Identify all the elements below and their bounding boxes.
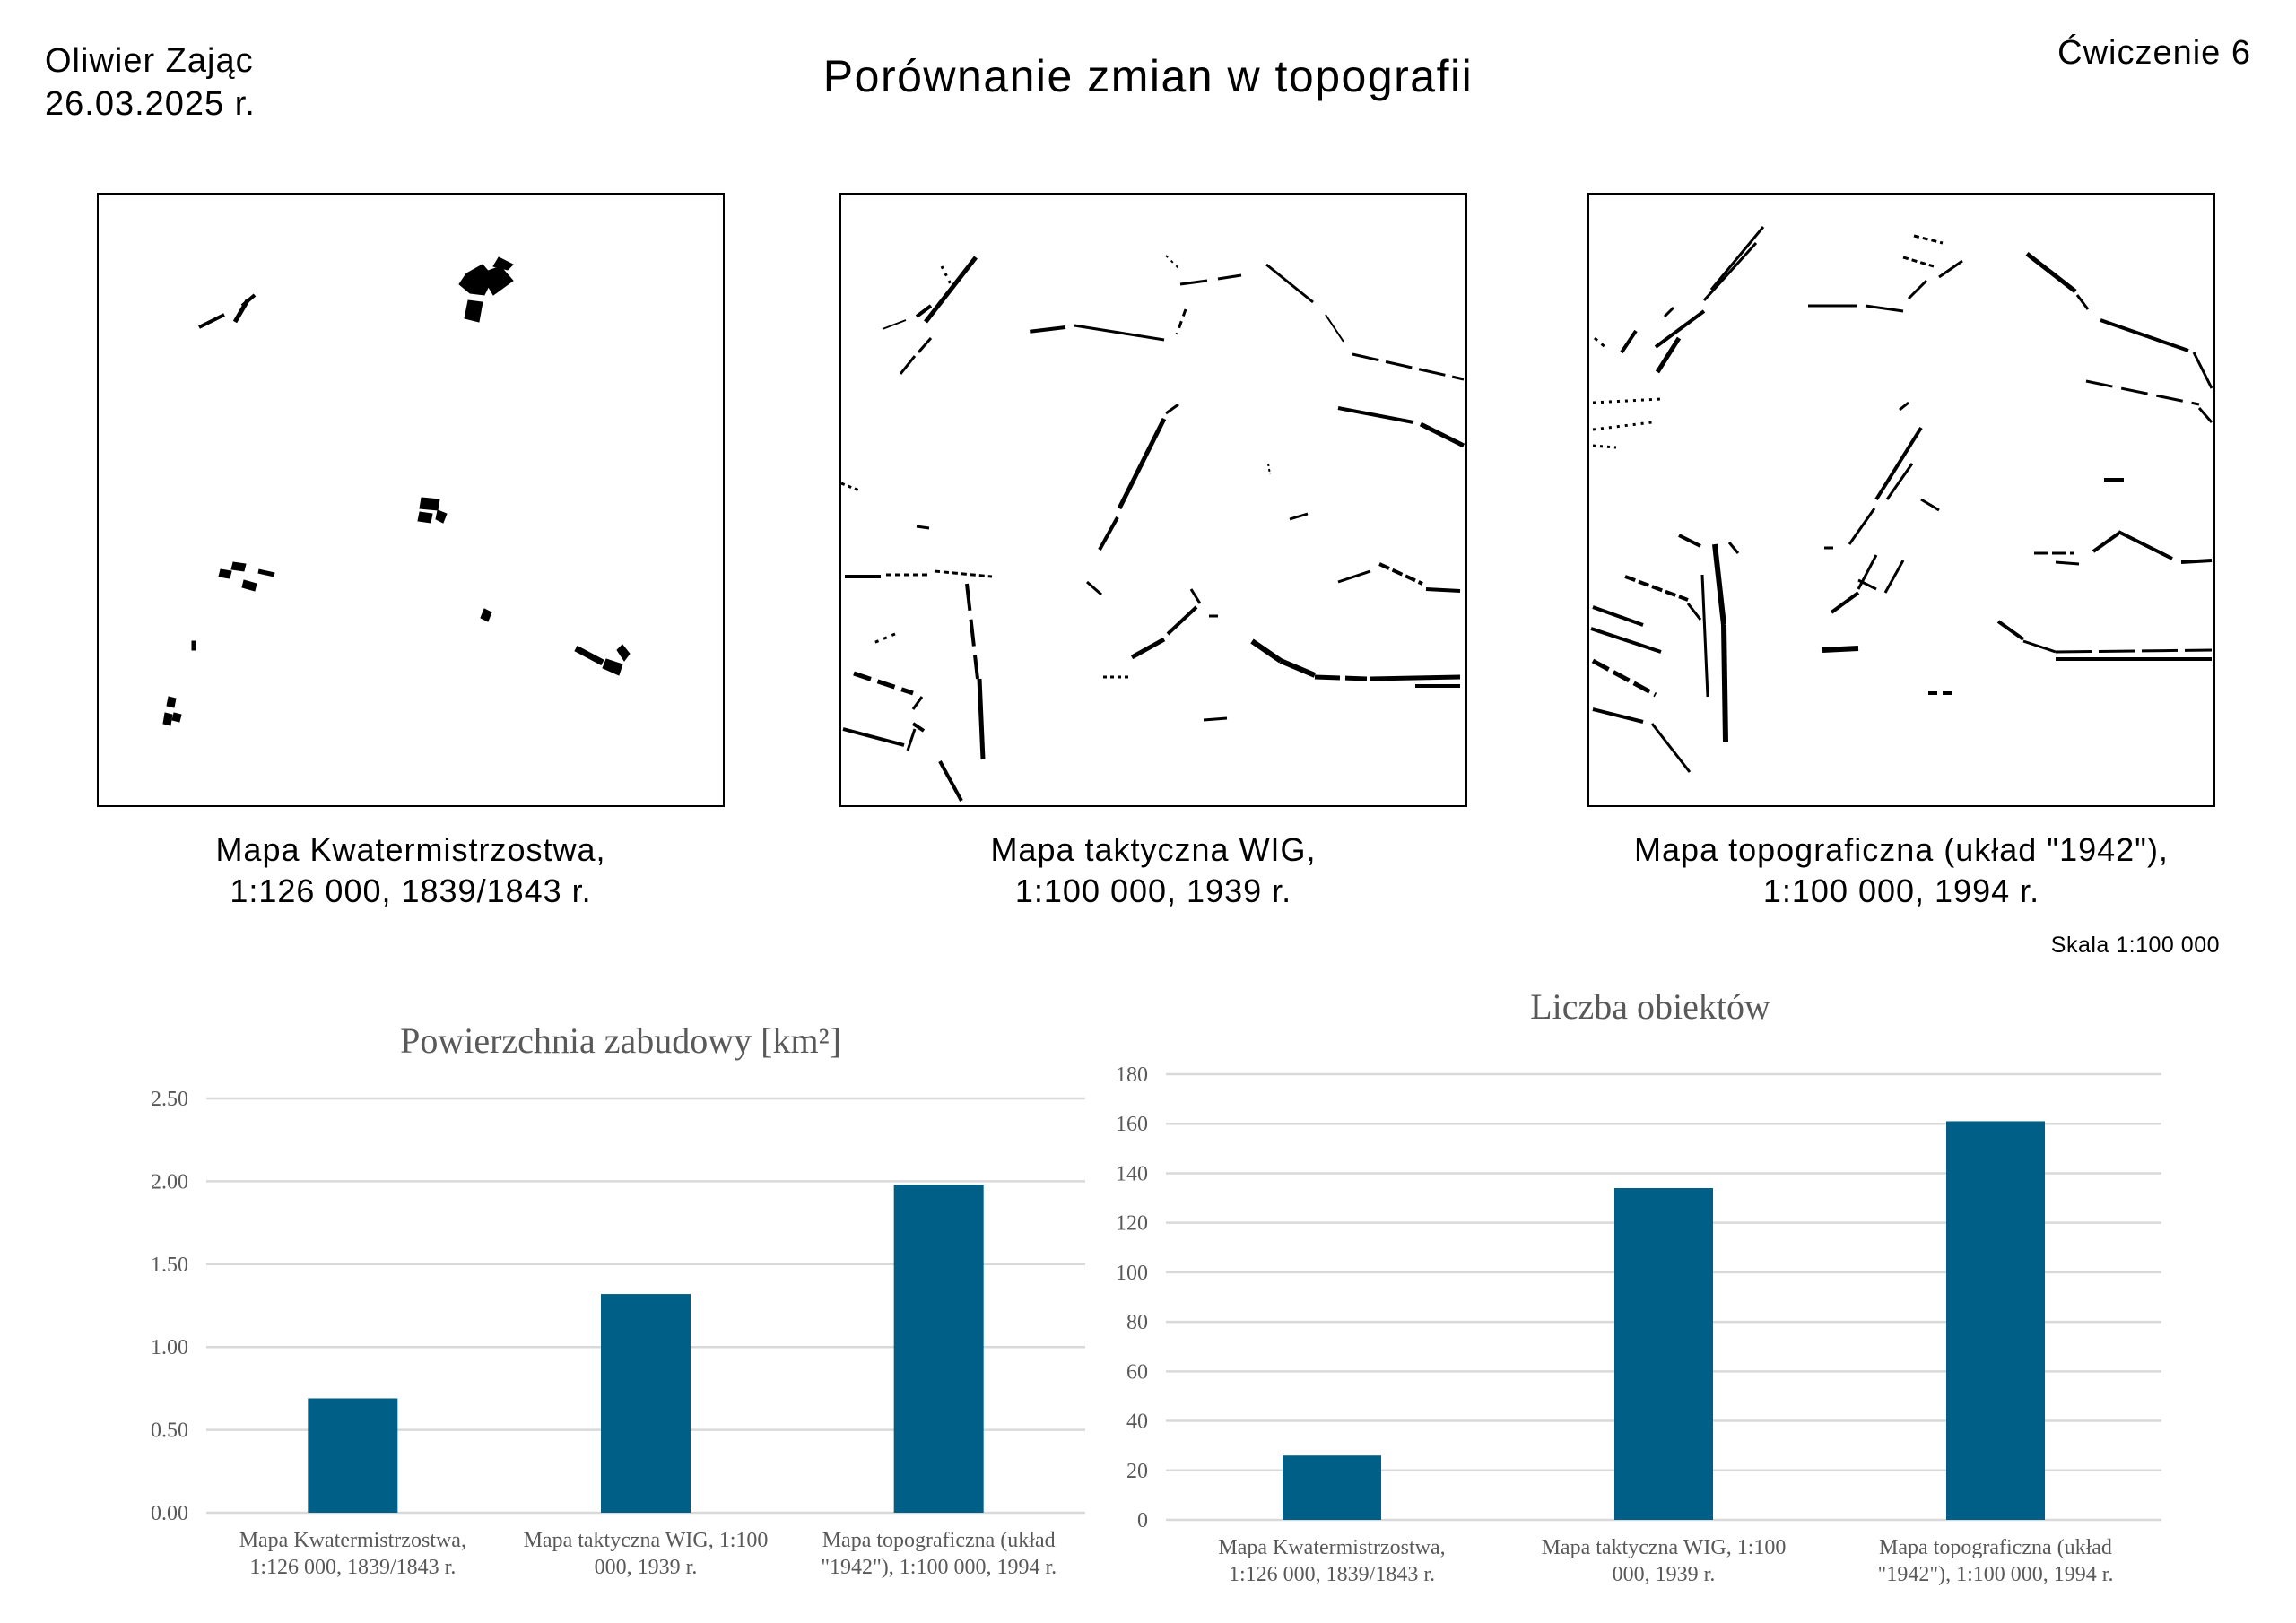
map-kwatermistrzostwa [97, 193, 725, 807]
y-tick-label: 100 [1116, 1262, 1148, 1285]
map-kwatermistrzostwa-drawing [162, 256, 631, 726]
category-label: Mapa topograficzna (układ [1879, 1536, 2112, 1559]
chart-powierzchnia-zabudowy: Powierzchnia zabudowy [km²] 0.00 0.50 1.00 1… [151, 1020, 1085, 1579]
category-label: Mapa Kwatermistrzostwa, [1218, 1536, 1445, 1559]
y-tick-label: 120 [1116, 1212, 1148, 1236]
y-tick-label: 2.50 [151, 1088, 188, 1111]
caption-line: 1:100 000, 1939 r. [1014, 872, 1292, 909]
bar [1614, 1188, 1713, 1520]
author-block: Oliwier Zając 26.03.2025 r. [45, 39, 256, 126]
category-label: 000, 1939 r. [1613, 1563, 1716, 1586]
caption-line: Mapa taktyczna WIG, [990, 831, 1317, 868]
y-tick-label: 160 [1116, 1113, 1148, 1136]
y-tick-label: 140 [1116, 1162, 1148, 1185]
map-wig-caption: Mapa taktyczna WIG, 1:100 000, 1939 r. [795, 829, 1512, 912]
caption-line: Mapa Kwatermistrzostwa, [215, 831, 606, 868]
map-kwatermistrzostwa-caption: Mapa Kwatermistrzostwa, 1:126 000, 1839/… [52, 829, 770, 912]
map-wig-drawing [841, 255, 1465, 802]
bar [893, 1185, 984, 1513]
y-tick-label: 0 [1137, 1509, 1148, 1532]
bar [1283, 1455, 1381, 1520]
bar [1946, 1121, 2045, 1520]
y-tick-label: 0.50 [151, 1419, 188, 1443]
author-name: Oliwier Zając [45, 42, 254, 80]
chart-title: Liczba obiektów [1530, 986, 1770, 1027]
category-label: 000, 1939 r. [595, 1556, 698, 1579]
map-1942-drawing [1590, 226, 2213, 773]
caption-line: Mapa topograficzna (układ "1942"), [1634, 831, 2169, 868]
exercise-label: Ćwiczenie 6 [2057, 34, 2251, 72]
category-label: Mapa Kwatermistrzostwa, [239, 1529, 466, 1552]
chart-title: Powierzchnia zabudowy [km²] [400, 1020, 841, 1061]
category-label: 1:126 000, 1839/1843 r. [249, 1556, 456, 1579]
chart-liczba-obiektow: Liczba obiektów 0 20 40 60 80 100 120 140 160 180 M… [1116, 986, 2161, 1586]
category-label: "1942"), 1:100 000, 1994 r. [821, 1556, 1057, 1579]
y-tick-label: 60 [1126, 1360, 1148, 1384]
y-tick-label: 40 [1126, 1410, 1148, 1434]
y-tick-label: 80 [1126, 1311, 1148, 1334]
y-tick-label: 0.00 [151, 1502, 188, 1525]
page-title: Porównanie zmian w topografii [822, 51, 1474, 101]
caption-line: 1:126 000, 1839/1843 r. [230, 872, 592, 909]
scale-label: Skala 1:100 000 [2050, 933, 2220, 958]
y-tick-label: 2.00 [151, 1170, 188, 1193]
y-tick-label: 180 [1116, 1063, 1148, 1087]
author-date: 26.03.2025 r. [45, 85, 256, 123]
category-label: Mapa taktyczna WIG, 1:100 [524, 1529, 769, 1552]
category-label: 1:126 000, 1839/1843 r. [1229, 1563, 1435, 1586]
y-tick-label: 1.50 [151, 1254, 188, 1277]
category-label: "1942"), 1:100 000, 1994 r. [1878, 1563, 2114, 1586]
bar [308, 1398, 398, 1513]
category-label: Mapa topograficzna (układ [822, 1529, 1056, 1552]
map-wig [839, 193, 1467, 807]
bar [601, 1294, 691, 1513]
category-label: Mapa taktyczna WIG, 1:100 [1542, 1536, 1787, 1559]
map-1942 [1587, 193, 2215, 807]
caption-line: 1:100 000, 1994 r. [1762, 872, 2040, 909]
y-tick-label: 20 [1126, 1460, 1148, 1483]
map-1942-caption: Mapa topograficzna (układ "1942"), 1:100… [1543, 829, 2260, 912]
y-tick-label: 1.00 [151, 1336, 188, 1359]
